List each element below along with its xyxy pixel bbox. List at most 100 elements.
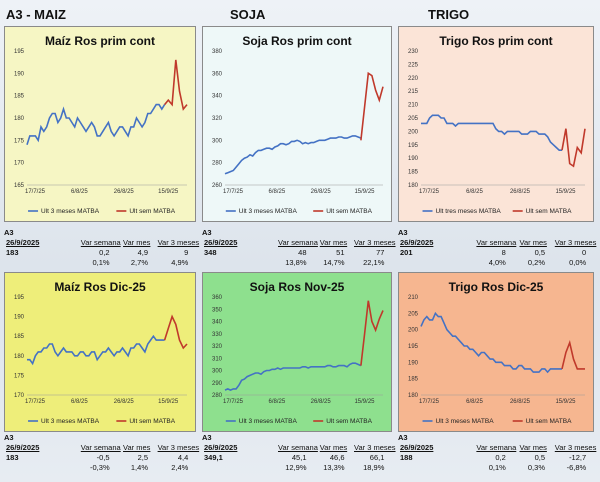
y-tick-label: 320 xyxy=(212,116,223,122)
legend-label-b: Ult sem MATBA xyxy=(129,208,175,215)
stats-pct-3-meses: 18,9% xyxy=(363,463,385,472)
x-tick-label: 17/7/25 xyxy=(223,189,244,195)
chart-panel-trigo-top: Trigo Ros prim cont 180 185 190 195 200 205 210… xyxy=(398,26,594,222)
y-tick-label: 380 xyxy=(212,49,223,55)
x-tick-label: 6/8/25 xyxy=(268,399,285,405)
x-tick-label: 6/8/25 xyxy=(466,399,483,405)
y-tick-label: 300 xyxy=(212,138,223,144)
x-tick-label: 26/8/25 xyxy=(510,399,531,405)
legend-label-b: Ult sem MATBA xyxy=(326,208,372,215)
series-line-3-meses xyxy=(420,311,562,374)
stats-date: 26/9/2025 xyxy=(400,443,434,452)
stats-var-semana: 45,1 xyxy=(291,453,307,462)
y-tick-label: 195 xyxy=(408,143,419,149)
x-tick-label: 15/9/25 xyxy=(555,189,576,195)
stats-block: A3 26/9/2025 Var semana Var mes Var 3 meses 1… xyxy=(398,433,596,473)
stats-block: A3 26/9/2025 Var semana Var mes Var 3 meses 3… xyxy=(202,433,396,473)
series-line-ult-sem xyxy=(561,339,585,370)
stats-var-3-meses: 4,4 xyxy=(177,453,189,462)
y-tick-label: 180 xyxy=(14,354,25,360)
legend-label-b: Ult sem MATBA xyxy=(526,208,572,215)
stats-date: 26/9/2025 xyxy=(204,238,238,247)
stats-header-var-mes: Var mes xyxy=(319,443,348,452)
stats-pct-semana: -0,3% xyxy=(90,463,110,472)
chart-title: Soja Ros prim cont xyxy=(242,34,352,48)
y-tick-label: 260 xyxy=(212,183,223,189)
y-tick-label: 200 xyxy=(408,129,419,135)
y-tick-label: 280 xyxy=(212,161,223,167)
stats-header-var-semana: Var semana xyxy=(80,443,121,452)
chart-svg: 170 175 180 185 190 195 17/7/25 6/8/25 26/8/25 15… xyxy=(14,295,188,425)
series-line-ult-sem xyxy=(163,59,188,111)
chart-svg: 180 185 190 195 200 205 210 17/7/25 6/8/25 26/8/2… xyxy=(408,295,585,425)
x-tick-label: 15/9/25 xyxy=(158,189,179,195)
x-tick-label: 15/9/25 xyxy=(158,399,179,405)
y-tick-label: 190 xyxy=(408,360,419,366)
x-tick-label: 6/8/25 xyxy=(466,189,483,195)
section-title-trigo: TRIGO xyxy=(428,7,470,22)
stats-var-mes: 0,5 xyxy=(534,453,545,462)
stats-var-mes: 2,5 xyxy=(137,453,148,462)
legend-label-a: Ult 3 meses MATBA xyxy=(239,418,298,425)
legend-label-b: Ult sem MATBA xyxy=(129,418,175,425)
chart-title: Soja Ros Nov-25 xyxy=(249,280,345,294)
legend-label-a: Ult 3 meses MATBA xyxy=(41,418,100,425)
y-tick-label: 340 xyxy=(212,94,223,100)
series-line-ult-sem xyxy=(163,314,188,350)
stats-var-semana: -0,5 xyxy=(96,453,110,462)
stats-price: 201 xyxy=(400,248,413,257)
chart-panel-maiz-bot: Maíz Ros Dic-25 170 175 180 185 190 195 17/7/25… xyxy=(4,272,196,432)
legend-label-a: Ult 3 meses MATBA xyxy=(436,418,495,425)
y-tick-label: 200 xyxy=(408,328,419,334)
y-tick-label: 210 xyxy=(408,295,419,301)
legend-label-b: Ult sem MATBA xyxy=(326,418,372,425)
y-tick-label: 360 xyxy=(212,295,223,301)
y-tick-label: 185 xyxy=(14,94,25,100)
stats-price: 183 xyxy=(6,248,19,257)
x-tick-label: 17/7/25 xyxy=(25,399,46,405)
series-line-ult-sem xyxy=(561,128,586,168)
chart-title: Trigo Ros Dic-25 xyxy=(448,280,544,294)
stats-a3-label: A3 xyxy=(202,228,212,237)
y-tick-label: 360 xyxy=(212,71,223,77)
legend-label-a: Ult 3 meses MATBA xyxy=(41,208,100,215)
stats-price: 188 xyxy=(400,453,413,462)
chart-title: Maíz Ros prim cont xyxy=(44,34,155,48)
series-line-3-meses xyxy=(26,103,166,146)
stats-header-var-semana: Var semana xyxy=(278,443,318,452)
stats-a3-label: A3 xyxy=(4,433,14,442)
y-tick-label: 175 xyxy=(14,138,25,144)
stats-pct-mes: 1,4% xyxy=(130,463,148,472)
y-tick-label: 195 xyxy=(408,344,419,350)
chart-title: Maíz Ros Dic-25 xyxy=(54,280,146,294)
stats-pct-semana: 0,1% xyxy=(488,463,506,472)
stats-pct-3-meses: 0,0% xyxy=(569,258,587,267)
chart-panel-trigo-bot: Trigo Ros Dic-25 180 185 190 195 200 205 210 17/… xyxy=(398,272,594,432)
stats-var-semana: 8 xyxy=(501,248,506,257)
stats-a3-label: A3 xyxy=(4,228,14,237)
section-title-maiz: A3 - MAIZ xyxy=(6,7,66,22)
stats-var-3-meses: 9 xyxy=(184,248,189,257)
y-tick-label: 180 xyxy=(408,393,419,399)
y-tick-label: 170 xyxy=(14,393,25,399)
x-tick-label: 6/8/25 xyxy=(71,189,88,195)
y-tick-label: 230 xyxy=(408,49,419,55)
stats-header-var-mes: Var mes xyxy=(519,443,547,452)
y-tick-label: 300 xyxy=(212,369,223,375)
stats-header-var-semana: Var semana xyxy=(278,238,318,247)
y-tick-label: 320 xyxy=(212,344,223,350)
stats-block: A3 26/9/2025 Var semana Var mes Var 3 meses 3… xyxy=(202,228,396,268)
chart-panel-soja-bot: Soja Ros Nov-25 280 290 300 310 320 330 340 350 3… xyxy=(202,272,392,432)
chart-title: Trigo Ros prim cont xyxy=(439,34,553,48)
chart-panel-maiz-top: Maíz Ros prim cont 165 170 175 180 185 190 195 1… xyxy=(4,26,196,222)
stats-header-var-semana: Var semana xyxy=(476,238,517,247)
y-tick-label: 195 xyxy=(14,49,25,55)
stats-var-mes: 51 xyxy=(336,248,345,257)
y-tick-label: 215 xyxy=(408,89,419,95)
stats-var-3-meses: -12,7 xyxy=(569,453,587,462)
stats-var-semana: 0,2 xyxy=(99,248,110,257)
x-tick-label: 26/8/25 xyxy=(114,189,135,195)
stats-var-3-meses: 66,1 xyxy=(369,453,385,462)
series-line-3-meses xyxy=(27,334,165,366)
y-tick-label: 195 xyxy=(14,295,25,301)
